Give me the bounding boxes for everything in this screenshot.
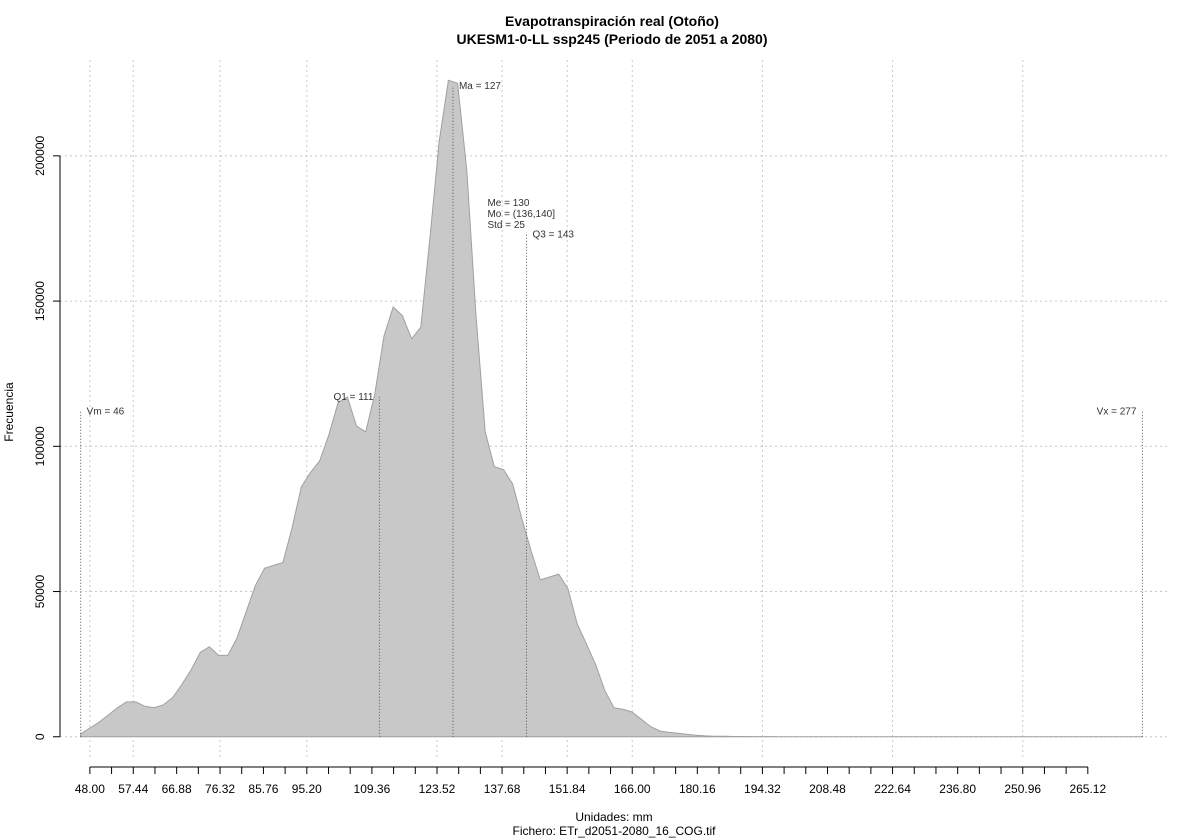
- x-tick-label: 208.48: [809, 782, 846, 796]
- y-axis-label: Frecuencia: [2, 382, 16, 442]
- x-tick-label: 265.12: [1069, 782, 1106, 796]
- y-tick-label: 0: [33, 733, 47, 740]
- x-tick-label: 66.88: [162, 782, 192, 796]
- x-tick-label: 95.20: [292, 782, 322, 796]
- annotation-label: Ma = 127: [459, 81, 501, 92]
- x-tick-label: 137.68: [484, 782, 521, 796]
- file-caption: Fichero: ETr_d2051-2080_16_COG.tif: [513, 824, 717, 838]
- x-tick-label: 166.00: [614, 782, 651, 796]
- annotation-label: Vx = 277: [1097, 406, 1137, 417]
- stats-line: Me = 130: [487, 198, 529, 209]
- x-axis: 48.00 57.44 66.88 76.32 85.76 95.20 109.36 123.…: [75, 766, 1106, 796]
- grid-lines: [60, 60, 1170, 760]
- stats-line: Std = 25: [487, 220, 525, 231]
- annotation-label: Vm = 46: [87, 406, 125, 417]
- annotation-lines: Vm = 46 Q1 = 111 Ma = 127 Q3 = 143 Vx = 277: [80, 81, 1143, 737]
- x-tick-label: 151.84: [549, 782, 586, 796]
- x-tick-label: 109.36: [354, 782, 391, 796]
- annotation-label: Q1 = 111: [334, 392, 374, 403]
- stats-line: Mo = (136,140]: [487, 209, 555, 220]
- x-tick-label: 57.44: [118, 782, 148, 796]
- x-tick-label: 76.32: [205, 782, 235, 796]
- x-tick-label: 180.16: [679, 782, 716, 796]
- density-area: [80, 79, 1144, 738]
- x-tick-label: 194.32: [744, 782, 781, 796]
- annotation-label: Q3 = 143: [533, 229, 575, 240]
- y-tick-label: 50000: [33, 575, 47, 609]
- chart-subtitle: UKESM1-0-LL ssp245 (Periodo de 2051 a 20…: [457, 31, 768, 47]
- y-tick-label: 100000: [33, 426, 47, 466]
- y-axis: 0 50000 100000 150000 200000: [33, 136, 61, 740]
- x-tick-label: 85.76: [248, 782, 278, 796]
- x-tick-label: 250.96: [1004, 782, 1041, 796]
- chart-title: Evapotranspiración real (Otoño): [505, 13, 719, 29]
- x-tick-label: 48.00: [75, 782, 105, 796]
- density-fill: [80, 79, 1144, 738]
- x-tick-label: 123.52: [419, 782, 456, 796]
- x-tick-label: 222.64: [874, 782, 911, 796]
- y-tick-label: 150000: [33, 281, 47, 321]
- y-tick-label: 200000: [33, 136, 47, 176]
- x-tick-label: 236.80: [939, 782, 976, 796]
- x-axis-label: Unidades: mm: [575, 810, 652, 824]
